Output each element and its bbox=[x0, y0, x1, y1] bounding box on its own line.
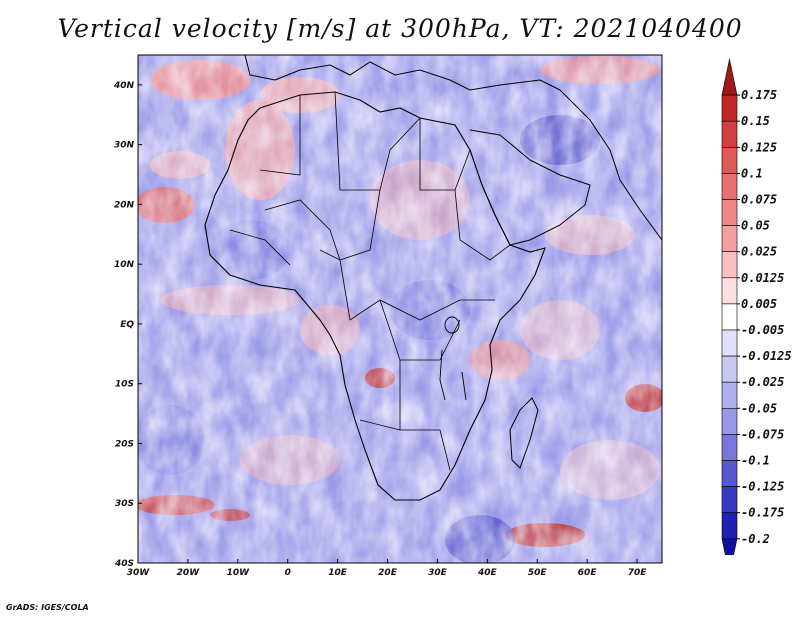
colorbar-swatch bbox=[721, 147, 738, 174]
lon-tick-label: 30W bbox=[127, 568, 151, 578]
colorbar-label: -0.05 bbox=[741, 401, 777, 415]
colorbar-label: 0.025 bbox=[741, 245, 777, 259]
colorbar-label: -0.1 bbox=[741, 454, 770, 468]
colorbar-swatch bbox=[721, 251, 738, 279]
velocity-field bbox=[138, 55, 662, 563]
colorbar-swatch bbox=[721, 120, 738, 148]
colorbar-label: -0.005 bbox=[741, 323, 784, 337]
colorbar-label: -0.125 bbox=[741, 480, 784, 494]
africa-coastline bbox=[204, 91, 546, 501]
colorbar-swatch bbox=[721, 381, 738, 409]
colorbar-label: -0.2 bbox=[741, 532, 770, 546]
colorbar-label: -0.025 bbox=[741, 375, 784, 389]
colorbar-swatch bbox=[721, 277, 738, 305]
lon-tick-label: 60E bbox=[578, 568, 598, 578]
colorbar-label: 0.15 bbox=[741, 114, 770, 128]
lon-tick-label: 10W bbox=[227, 568, 251, 578]
latitude-axis: 40N 30N 20N 10N EQ 10S 20S 30S 40S bbox=[113, 81, 142, 569]
colorbar-label: 0.1 bbox=[741, 166, 763, 180]
colorbar-swatch bbox=[721, 460, 738, 487]
lat-tick-label: 10S bbox=[115, 380, 134, 390]
lon-tick-label: 40E bbox=[477, 568, 498, 578]
colorbar-swatch bbox=[721, 173, 738, 200]
colorbar-label: 0.075 bbox=[741, 193, 777, 207]
colorbar-label: 0.125 bbox=[741, 140, 777, 154]
lon-tick-label: 20W bbox=[177, 568, 201, 578]
footer-credit: GrADS: IGES/COLA bbox=[6, 603, 89, 612]
colorbar-swatch bbox=[721, 512, 738, 540]
colorbar-swatch bbox=[721, 329, 738, 357]
madagascar bbox=[509, 397, 539, 469]
colorbar-label: -0.175 bbox=[741, 506, 784, 520]
chart-title: Vertical velocity [m/s] at 300hPa, VT: 2… bbox=[57, 14, 743, 43]
lon-tick-label: 50E bbox=[528, 568, 548, 578]
colorbar-swatch bbox=[721, 58, 738, 96]
colorbar-swatch bbox=[721, 434, 738, 461]
longitude-axis: 30W 20W 10W 0 10E 20E 30E 40E 50E 60E 70E bbox=[127, 559, 647, 578]
colorbar-swatch bbox=[721, 94, 738, 122]
colorbar-swatch bbox=[721, 199, 738, 226]
plot-frame bbox=[137, 54, 663, 564]
colorbar-label: 0.0125 bbox=[741, 271, 784, 285]
lat-tick-label: 40N bbox=[113, 81, 135, 91]
lon-tick-label: 10E bbox=[328, 568, 348, 578]
lon-tick-label: 70E bbox=[628, 568, 648, 578]
lon-tick-label: 30E bbox=[428, 568, 448, 578]
colorbar-label: 0.05 bbox=[741, 219, 770, 233]
colorbar-label: 0.175 bbox=[741, 88, 777, 102]
colorbar-swatch bbox=[721, 225, 738, 253]
colorbar-label: -0.0125 bbox=[741, 349, 792, 363]
lon-tick-label: 0 bbox=[285, 568, 291, 578]
colorbar-swatch bbox=[721, 407, 738, 435]
asia-coast bbox=[559, 89, 662, 241]
country-borders bbox=[229, 91, 511, 471]
europe-coast bbox=[244, 55, 561, 91]
colorbar-swatch bbox=[721, 486, 738, 514]
lat-tick-label: 40S bbox=[114, 559, 134, 569]
lat-tick-label: 20S bbox=[115, 439, 134, 449]
lat-tick-label: EQ bbox=[120, 320, 134, 330]
colorbar-label: 0.005 bbox=[741, 297, 777, 311]
lat-tick-label: 10N bbox=[114, 260, 135, 270]
colorbar-swatch bbox=[721, 303, 738, 331]
colorbar-swatch bbox=[721, 538, 738, 555]
lat-tick-label: 30N bbox=[114, 141, 135, 151]
colorbar-swatch bbox=[721, 355, 738, 383]
lon-tick-label: 20E bbox=[378, 568, 398, 578]
colorbar: 0.175 0.15 0.125 0.1 0.075 0.05 0.025 0.0125 0.0… bbox=[721, 58, 792, 555]
lat-tick-label: 30S bbox=[115, 499, 134, 509]
lat-tick-label: 20N bbox=[114, 200, 135, 210]
colorbar-label: -0.075 bbox=[741, 427, 784, 441]
arabian-peninsula bbox=[469, 129, 591, 246]
